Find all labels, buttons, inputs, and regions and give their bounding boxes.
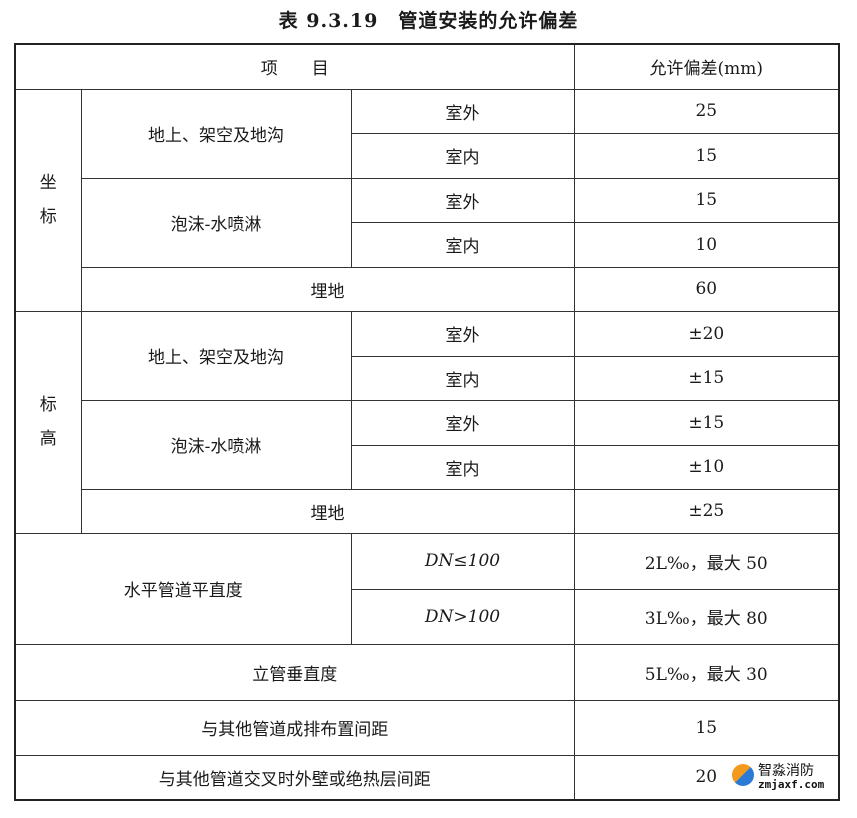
location: 室内 xyxy=(350,221,575,268)
value: 2L‰，最大 50 xyxy=(573,532,840,590)
table-title: 表 9.3.19 管道安装的允许偏差 xyxy=(278,10,579,32)
group-name: 地上、架空及地沟 xyxy=(80,88,352,179)
buried-label: 埋地 xyxy=(80,266,575,312)
value: 60 xyxy=(573,266,840,312)
value: ±10 xyxy=(573,444,840,490)
value: 15 xyxy=(573,177,840,223)
value: 20 xyxy=(573,754,840,801)
crossing-label: 与其他管道交叉时外壁或绝热层间距 xyxy=(14,754,575,801)
elevation-label: 标 高 xyxy=(14,310,82,534)
group-name: 泡沫-水喷淋 xyxy=(80,177,352,268)
group-name: 地上、架空及地沟 xyxy=(80,310,352,401)
watermark-name: 智淼消防 xyxy=(758,763,814,779)
value: ±25 xyxy=(573,488,840,534)
location: 室内 xyxy=(350,132,575,179)
value: ±15 xyxy=(573,355,840,401)
value: 25 xyxy=(573,88,840,134)
location: 室内 xyxy=(350,444,575,490)
value: 15 xyxy=(573,132,840,179)
value: 10 xyxy=(573,221,840,268)
header-deviation: 允许偏差(mm) xyxy=(573,43,840,90)
group-name: 泡沫-水喷淋 xyxy=(80,399,352,490)
condition: DN≤100 xyxy=(350,532,575,590)
location: 室外 xyxy=(350,399,575,446)
vertical-pipe-label: 立管垂直度 xyxy=(14,643,575,701)
value: ±15 xyxy=(573,399,840,446)
horizontal-straightness-label: 水平管道平直度 xyxy=(14,532,352,645)
condition: DN>100 xyxy=(350,588,575,645)
location: 室内 xyxy=(350,355,575,401)
watermark-url: zmjaxf.com xyxy=(758,778,825,791)
watermark-logo-icon xyxy=(732,764,754,786)
header-item: 项 目 xyxy=(14,43,575,90)
spacing-label: 与其他管道成排布置间距 xyxy=(14,699,575,756)
pipe-installation-deviation-table: 项 目 允许偏差(mm) 坐 标 地上、架空及地沟 室外 25 室内 15 泡沫… xyxy=(14,43,841,801)
location: 室外 xyxy=(350,88,575,134)
value: 3L‰，最大 80 xyxy=(573,588,840,645)
buried-label: 埋地 xyxy=(80,488,575,534)
value: 5L‰，最大 30 xyxy=(573,643,840,701)
watermark: 智淼消防 zmjaxf.com xyxy=(732,760,825,796)
location: 室外 xyxy=(350,310,575,357)
value: 15 xyxy=(573,699,840,756)
location: 室外 xyxy=(350,177,575,223)
value: ±20 xyxy=(573,310,840,357)
coordinate-label: 坐 标 xyxy=(14,88,82,312)
